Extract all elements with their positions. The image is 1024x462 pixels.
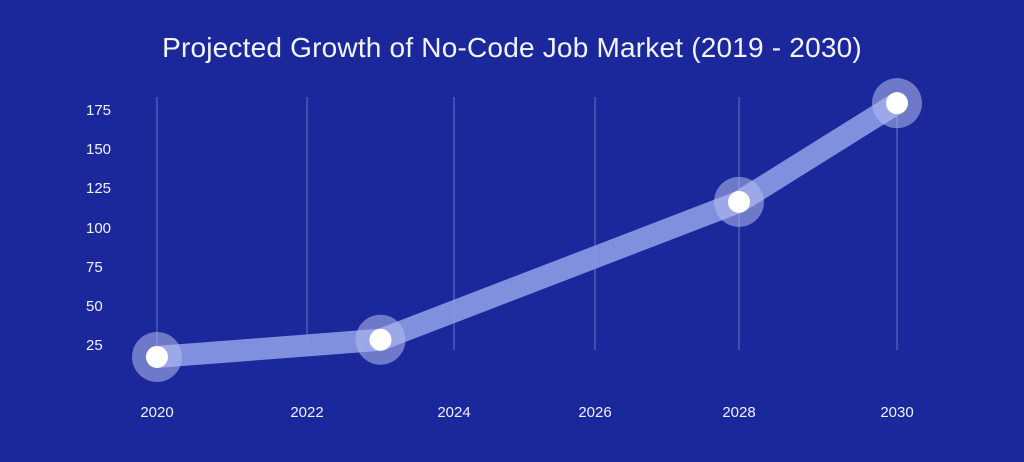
x-tick-label: 2028 (722, 404, 756, 421)
data-point-2020 (146, 345, 168, 368)
y-tick-label: 75 (86, 258, 103, 276)
data-points (132, 78, 922, 382)
x-tick-label: 2024 (437, 404, 471, 421)
y-tick-label: 150 (86, 141, 112, 159)
data-point-2030 (886, 92, 908, 115)
x-tick-label: 2022 (290, 404, 324, 421)
x-tick-label: 2030 (880, 404, 914, 421)
data-point-2023 (369, 328, 392, 351)
y-tick-label: 50 (86, 297, 103, 315)
data-point-2028 (728, 190, 750, 213)
series-line (146, 92, 908, 368)
y-tick-label: 175 (86, 102, 112, 119)
chart-title: Projected Growth of No-Code Job Market (… (162, 32, 862, 63)
y-tick-label: 125 (86, 180, 112, 198)
x-tick-label: 2020 (140, 404, 174, 421)
y-tick-label: 25 (86, 337, 103, 354)
vertical-gridlines (156, 97, 898, 350)
y-tick-label: 100 (86, 219, 112, 237)
x-tick-label: 2026 (578, 404, 612, 421)
